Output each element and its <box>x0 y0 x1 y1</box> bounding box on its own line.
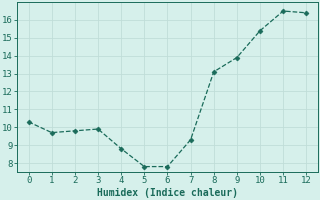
X-axis label: Humidex (Indice chaleur): Humidex (Indice chaleur) <box>97 188 238 198</box>
